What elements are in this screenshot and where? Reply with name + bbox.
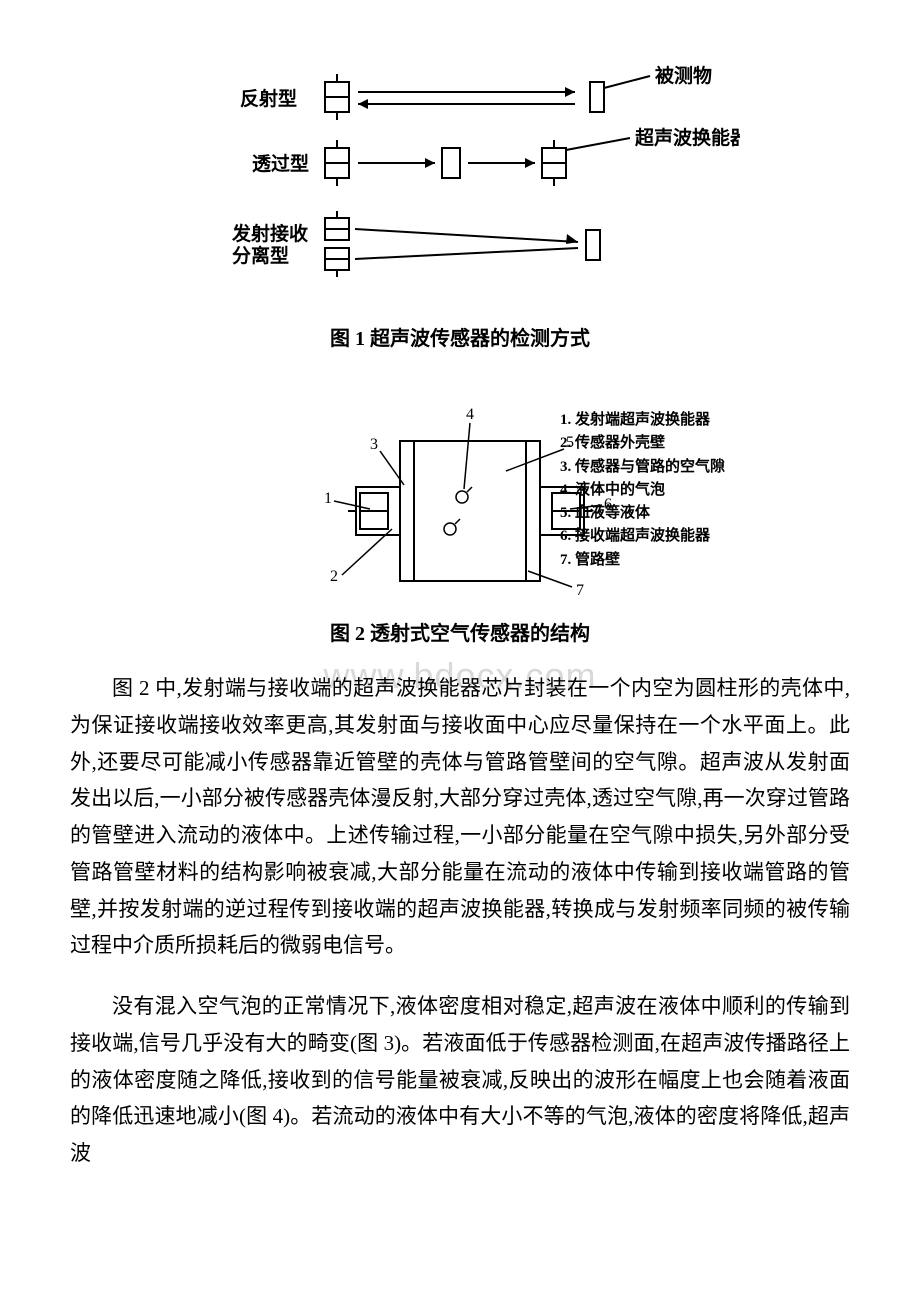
legend-item-3: 3. 传感器与管路的空气隙 <box>560 456 725 479</box>
legend-item-5: 5. 血液等液体 <box>560 502 725 525</box>
svg-text:4: 4 <box>466 406 474 423</box>
paragraph-1: 图 2 中,发射端与接收端的超声波换能器芯片封装在一个内空为圆柱形的壳体中,为保… <box>70 670 850 964</box>
fig1-row3-left-label-line1: 发射接收 <box>231 222 308 245</box>
figure-2-caption: 图 2 透射式空气传感器的结构 <box>160 617 760 646</box>
fig1-row2-right-label: 超声波换能器 <box>634 126 740 149</box>
fig1-row3-left-label-line2: 分离型 <box>232 244 289 267</box>
legend-item-2: 2. 传感器外壳壁 <box>560 432 725 455</box>
legend-item-6: 6. 接收端超声波换能器 <box>560 525 725 548</box>
paragraph-2: 没有混入空气泡的正常情况下,液体密度相对稳定,超声波在液体中顺利的传输到接收端,… <box>70 988 850 1172</box>
fig1-row2-left-label: 透过型 <box>252 152 309 175</box>
figure-1-caption: 图 1 超声波传感器的检测方式 <box>70 322 850 351</box>
legend-item-4: 4. 液体中的气泡 <box>560 479 725 502</box>
svg-text:1: 1 <box>324 490 332 507</box>
figure-2-legend: 1. 发射端超声波换能器 2. 传感器外壳壁 3. 传感器与管路的空气隙 4. … <box>560 409 725 572</box>
figure-2-block: 1 2 3 4 5 6 7 1. 发射端超声波换能器 2. 传感器外壳壁 3. … <box>160 401 760 646</box>
legend-item-1: 1. 发射端超声波换能器 <box>560 409 725 432</box>
figure-1-block: 反射型 被测物 透过型 <box>70 60 850 351</box>
svg-text:7: 7 <box>576 582 584 599</box>
legend-item-7: 7. 管路壁 <box>560 549 725 572</box>
fig1-row1-right-label: 被测物 <box>655 64 712 87</box>
svg-text:2: 2 <box>330 568 338 585</box>
figure-1-diagram: 反射型 被测物 透过型 <box>180 60 740 310</box>
svg-text:3: 3 <box>370 436 378 453</box>
fig1-row1-left-label: 反射型 <box>240 87 297 110</box>
